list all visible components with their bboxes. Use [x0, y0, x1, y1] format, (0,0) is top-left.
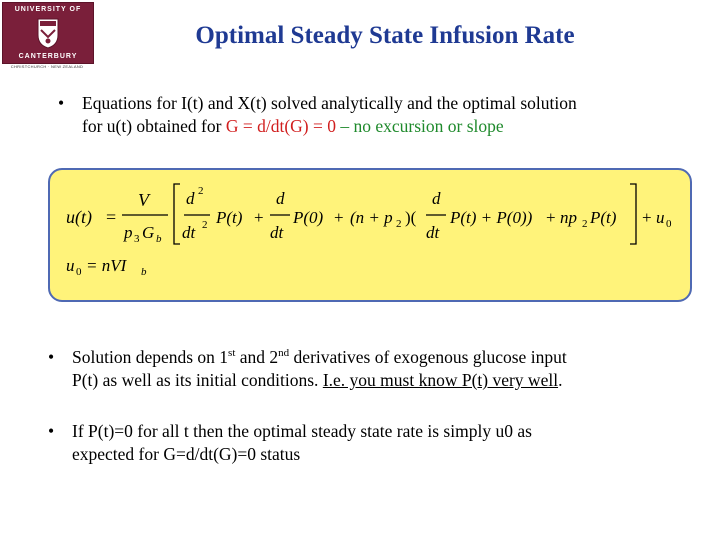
eq-u-of-t: u(t) [66, 207, 92, 228]
eq-left-bracket [173, 183, 180, 245]
equation-graphic: u(t) = V p 3 G b d 2 dt 2 P(t) + d dt P(… [66, 183, 672, 278]
eq-np-sub-2: 2 [582, 218, 588, 230]
bullet-text: Solution depends on 1st and 2nd derivati… [72, 346, 567, 392]
bullet2-text-a: Solution depends on 1 [72, 347, 229, 367]
eq-d2-den: dt [182, 223, 197, 242]
logo-top-text: UNIVERSITY OF [14, 6, 82, 13]
eq-p: p [123, 223, 133, 242]
bullet2-text-c: derivatives of exogenous glucose input [289, 347, 567, 367]
eq-u0-sub: 0 [666, 218, 672, 230]
superscript-st: st [228, 347, 236, 359]
eq-plus-4: + [642, 208, 652, 227]
bullet-marker: • [48, 421, 55, 441]
eq-V: V [138, 190, 151, 210]
eq-G-sub-b: b [156, 233, 162, 245]
condition-note: – no excursion or slope [336, 116, 504, 136]
crest-icon [37, 18, 59, 49]
eq-d2-num: d [186, 189, 195, 208]
slide-title: Optimal Steady State Infusion Rate [195, 22, 575, 49]
eq-G: G [142, 223, 154, 242]
bullet1-line1: Equations for I(t) and X(t) solved analy… [82, 93, 577, 113]
eq-right-bracket [630, 183, 637, 245]
eq-p-sub-3: 3 [134, 233, 140, 245]
underlined-emphasis: I.e. you must know P(t) very well [322, 370, 559, 390]
equation-box: u(t) = V p 3 G b d 2 dt 2 P(t) + d dt P(… [48, 168, 692, 302]
bullet-text: If P(t)=0 for all t then the optimal ste… [72, 420, 532, 466]
logo-panel: UNIVERSITY OF CANTERBURY [2, 2, 94, 64]
eq-P0: P(0) [292, 208, 324, 227]
eq-d-num-1: d [276, 189, 285, 208]
eq-dt-den-2: dt [426, 223, 441, 242]
bullet3-line1: If P(t)=0 for all t then the optimal ste… [72, 421, 532, 441]
eq-plus-1: + [254, 208, 264, 227]
bullet2-line1: Solution depends on 1st and 2nd derivati… [72, 346, 567, 369]
eq-equals: = [106, 207, 116, 227]
bullet2-period: . [558, 370, 563, 390]
eq-plus-3: + [546, 208, 556, 227]
eq-p-sub-2: 2 [396, 218, 402, 230]
eq-plus-2: + [334, 208, 344, 227]
eq-d-num-2: d [432, 189, 441, 208]
superscript-nd: nd [278, 347, 290, 359]
eq-Pt-2: P(t) [589, 208, 617, 227]
eq2-b-sub: b [141, 266, 147, 278]
eq2-rhs: = nVI [86, 256, 128, 275]
eq-paren-open: )( [405, 208, 417, 227]
bullet2-text-b: and 2 [235, 347, 279, 367]
eq-u0-u: u [656, 208, 665, 227]
eq-d2-num-sup: 2 [198, 185, 204, 197]
eq-n-p2: (n + p [350, 208, 393, 227]
university-logo: UNIVERSITY OF CANTERBURY CHRISTCHURCH · … [0, 0, 96, 74]
bullet2-line2: P(t) as well as its initial conditions. … [72, 369, 567, 392]
bullet2-text-d: P(t) as well as its initial conditions. [72, 370, 323, 390]
eq-d2-den-sup: 2 [202, 219, 208, 231]
eq2-u: u [66, 256, 75, 275]
bullet1-line2: for u(t) obtained for G = d/dt(G) = 0 – … [82, 115, 577, 138]
eq-np: np [560, 208, 577, 227]
condition-text: G = d/dt(G) = 0 [225, 116, 336, 136]
bullet-text: Equations for I(t) and X(t) solved analy… [82, 92, 577, 138]
eq-Pt-plus-P0: P(t) + P(0)) [449, 208, 533, 227]
eq-Pt-1: P(t) [215, 208, 243, 227]
eq-dt-den-1: dt [270, 223, 285, 242]
logo-bottom-text: CANTERBURY [18, 53, 78, 60]
bullet3-line2: expected for G=d/dt(G)=0 status [72, 444, 301, 464]
bullet-marker: • [48, 347, 55, 367]
bullet1-line2-prefix: for u(t) obtained for [82, 116, 226, 136]
bullet-marker: • [58, 93, 65, 113]
logo-tagline: CHRISTCHURCH · NEW ZEALAND [10, 64, 84, 69]
eq2-u-sub: 0 [76, 266, 82, 278]
